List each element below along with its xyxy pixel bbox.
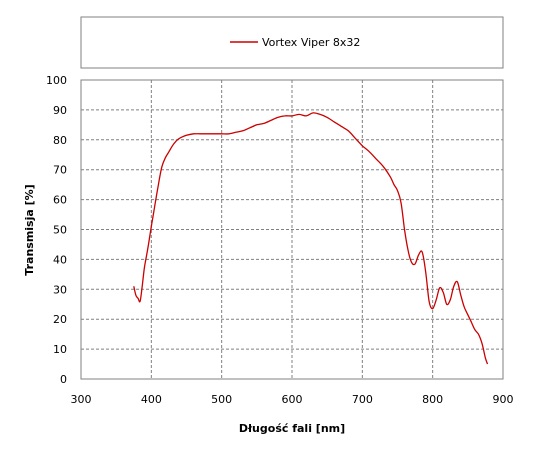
x-axis-title: Długość fali [nm]: [239, 422, 345, 435]
series-line-vortex-viper: [133, 112, 489, 365]
y-tick-label: 0: [60, 373, 67, 386]
y-tick-label: 100: [46, 74, 67, 87]
x-tick-label: 900: [493, 393, 514, 406]
y-tick-label: 40: [53, 253, 67, 266]
y-tick-label: 20: [53, 313, 67, 326]
y-tick-label: 70: [53, 164, 67, 177]
y-tick-label: 30: [53, 283, 67, 296]
x-tick-label: 300: [71, 393, 92, 406]
y-axis-title: Transmisja [%]: [23, 184, 36, 275]
x-tick-label: 500: [211, 393, 232, 406]
x-tick-label: 600: [282, 393, 303, 406]
x-tick-labels: 300 400 500 600 700 800 900: [71, 393, 514, 406]
y-tick-labels: 0 10 20 30 40 50 60 70 80 90 100: [46, 74, 67, 386]
y-tick-label: 60: [53, 194, 67, 207]
y-tick-label: 80: [53, 134, 67, 147]
x-tick-label: 700: [352, 393, 373, 406]
legend-label: Vortex Viper 8x32: [262, 36, 360, 49]
x-tick-label: 800: [422, 393, 443, 406]
x-tick-label: 400: [141, 393, 162, 406]
y-tick-label: 10: [53, 343, 67, 356]
legend-box: [80, 16, 504, 69]
y-tick-label: 50: [53, 224, 67, 237]
y-tick-label: 90: [53, 104, 67, 117]
